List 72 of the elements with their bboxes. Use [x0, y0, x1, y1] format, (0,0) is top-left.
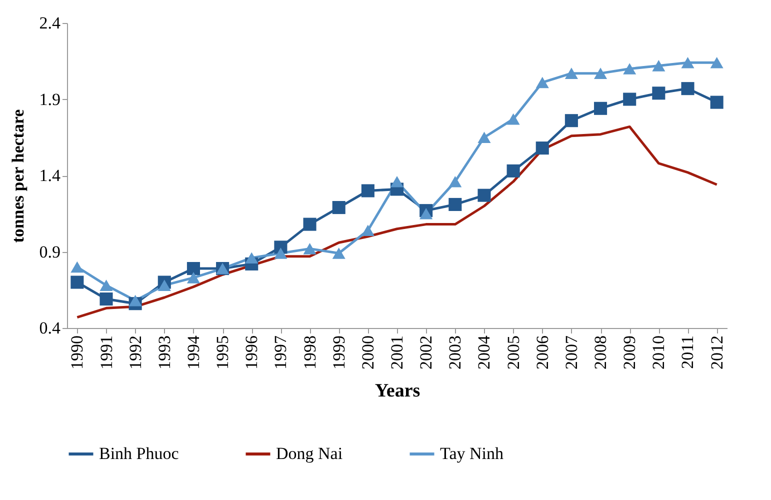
- x-axis-title: Years: [374, 380, 420, 402]
- x-tick-label: 2002: [416, 336, 436, 370]
- y-tick-label: 1.9: [39, 90, 60, 109]
- x-tick-label: 1996: [242, 336, 262, 370]
- x-tick-label: 1992: [126, 336, 145, 370]
- point: [420, 208, 433, 220]
- y-axis-title: tonnes per hectare: [8, 108, 28, 243]
- point: [681, 82, 694, 96]
- point: [536, 142, 549, 155]
- x-tick-label: 2004: [474, 335, 494, 370]
- point: [245, 252, 258, 264]
- point: [478, 188, 491, 202]
- point: [390, 176, 404, 188]
- point: [623, 63, 636, 74]
- x-tick-label: 2010: [649, 336, 668, 370]
- x-tick-label: 2012: [707, 336, 726, 370]
- y-tick-label: 0.9: [39, 242, 60, 262]
- point: [186, 262, 200, 276]
- point: [448, 176, 462, 188]
- x-tick-label: 2011: [678, 336, 698, 369]
- point: [303, 218, 316, 231]
- point: [70, 276, 84, 289]
- x-tick-label: 2006: [532, 336, 552, 370]
- point: [128, 294, 142, 306]
- x-tick-label: 2003: [446, 336, 465, 370]
- point: [652, 60, 666, 72]
- point: [564, 114, 578, 128]
- point: [623, 92, 636, 106]
- point: [303, 243, 316, 254]
- x-tick-label: 1994: [184, 335, 203, 370]
- x-tick-label: 1993: [154, 336, 174, 370]
- point: [448, 198, 462, 211]
- y-tick-label: 0.4: [39, 318, 61, 338]
- y-tick-label: 2.4: [39, 14, 61, 32]
- x-tick-label: 1997: [271, 335, 290, 370]
- point: [332, 248, 346, 259]
- x-tick-label: 1995: [213, 336, 232, 370]
- line-series: [76, 125, 718, 319]
- x-tick-label: 2009: [620, 336, 640, 370]
- x-tick-label: 1990: [68, 336, 87, 370]
- point: [536, 76, 549, 88]
- x-tick-label: 2005: [504, 336, 523, 370]
- point: [564, 68, 578, 79]
- point: [100, 292, 113, 306]
- point: [652, 86, 666, 100]
- point: [478, 132, 491, 144]
- point: [70, 261, 84, 273]
- point: [594, 68, 608, 79]
- y-tick-label: 1.4: [39, 166, 61, 185]
- x-tick-label: 1999: [329, 336, 348, 370]
- legend-label: Dong Nai: [276, 444, 343, 463]
- point: [186, 272, 200, 284]
- point: [594, 102, 608, 115]
- point: [158, 280, 171, 291]
- point: [710, 96, 724, 109]
- point: [710, 57, 724, 68]
- point: [506, 164, 520, 178]
- point: [100, 280, 113, 291]
- x-tick-label: 2007: [562, 335, 581, 370]
- legend-label: Binh Phuoc: [99, 444, 180, 463]
- x-tick-label: 1991: [96, 336, 116, 370]
- legend-label: Tay Ninh: [440, 444, 504, 463]
- point: [332, 201, 346, 214]
- point: [361, 224, 374, 236]
- x-tick-label: 2000: [358, 336, 378, 370]
- point: [506, 113, 520, 125]
- point: [681, 57, 694, 68]
- point: [274, 248, 288, 259]
- x-tick-label: 1998: [300, 336, 320, 370]
- x-tick-label: 2008: [591, 336, 610, 370]
- x-tick-label: 2001: [388, 336, 406, 370]
- point: [361, 184, 374, 198]
